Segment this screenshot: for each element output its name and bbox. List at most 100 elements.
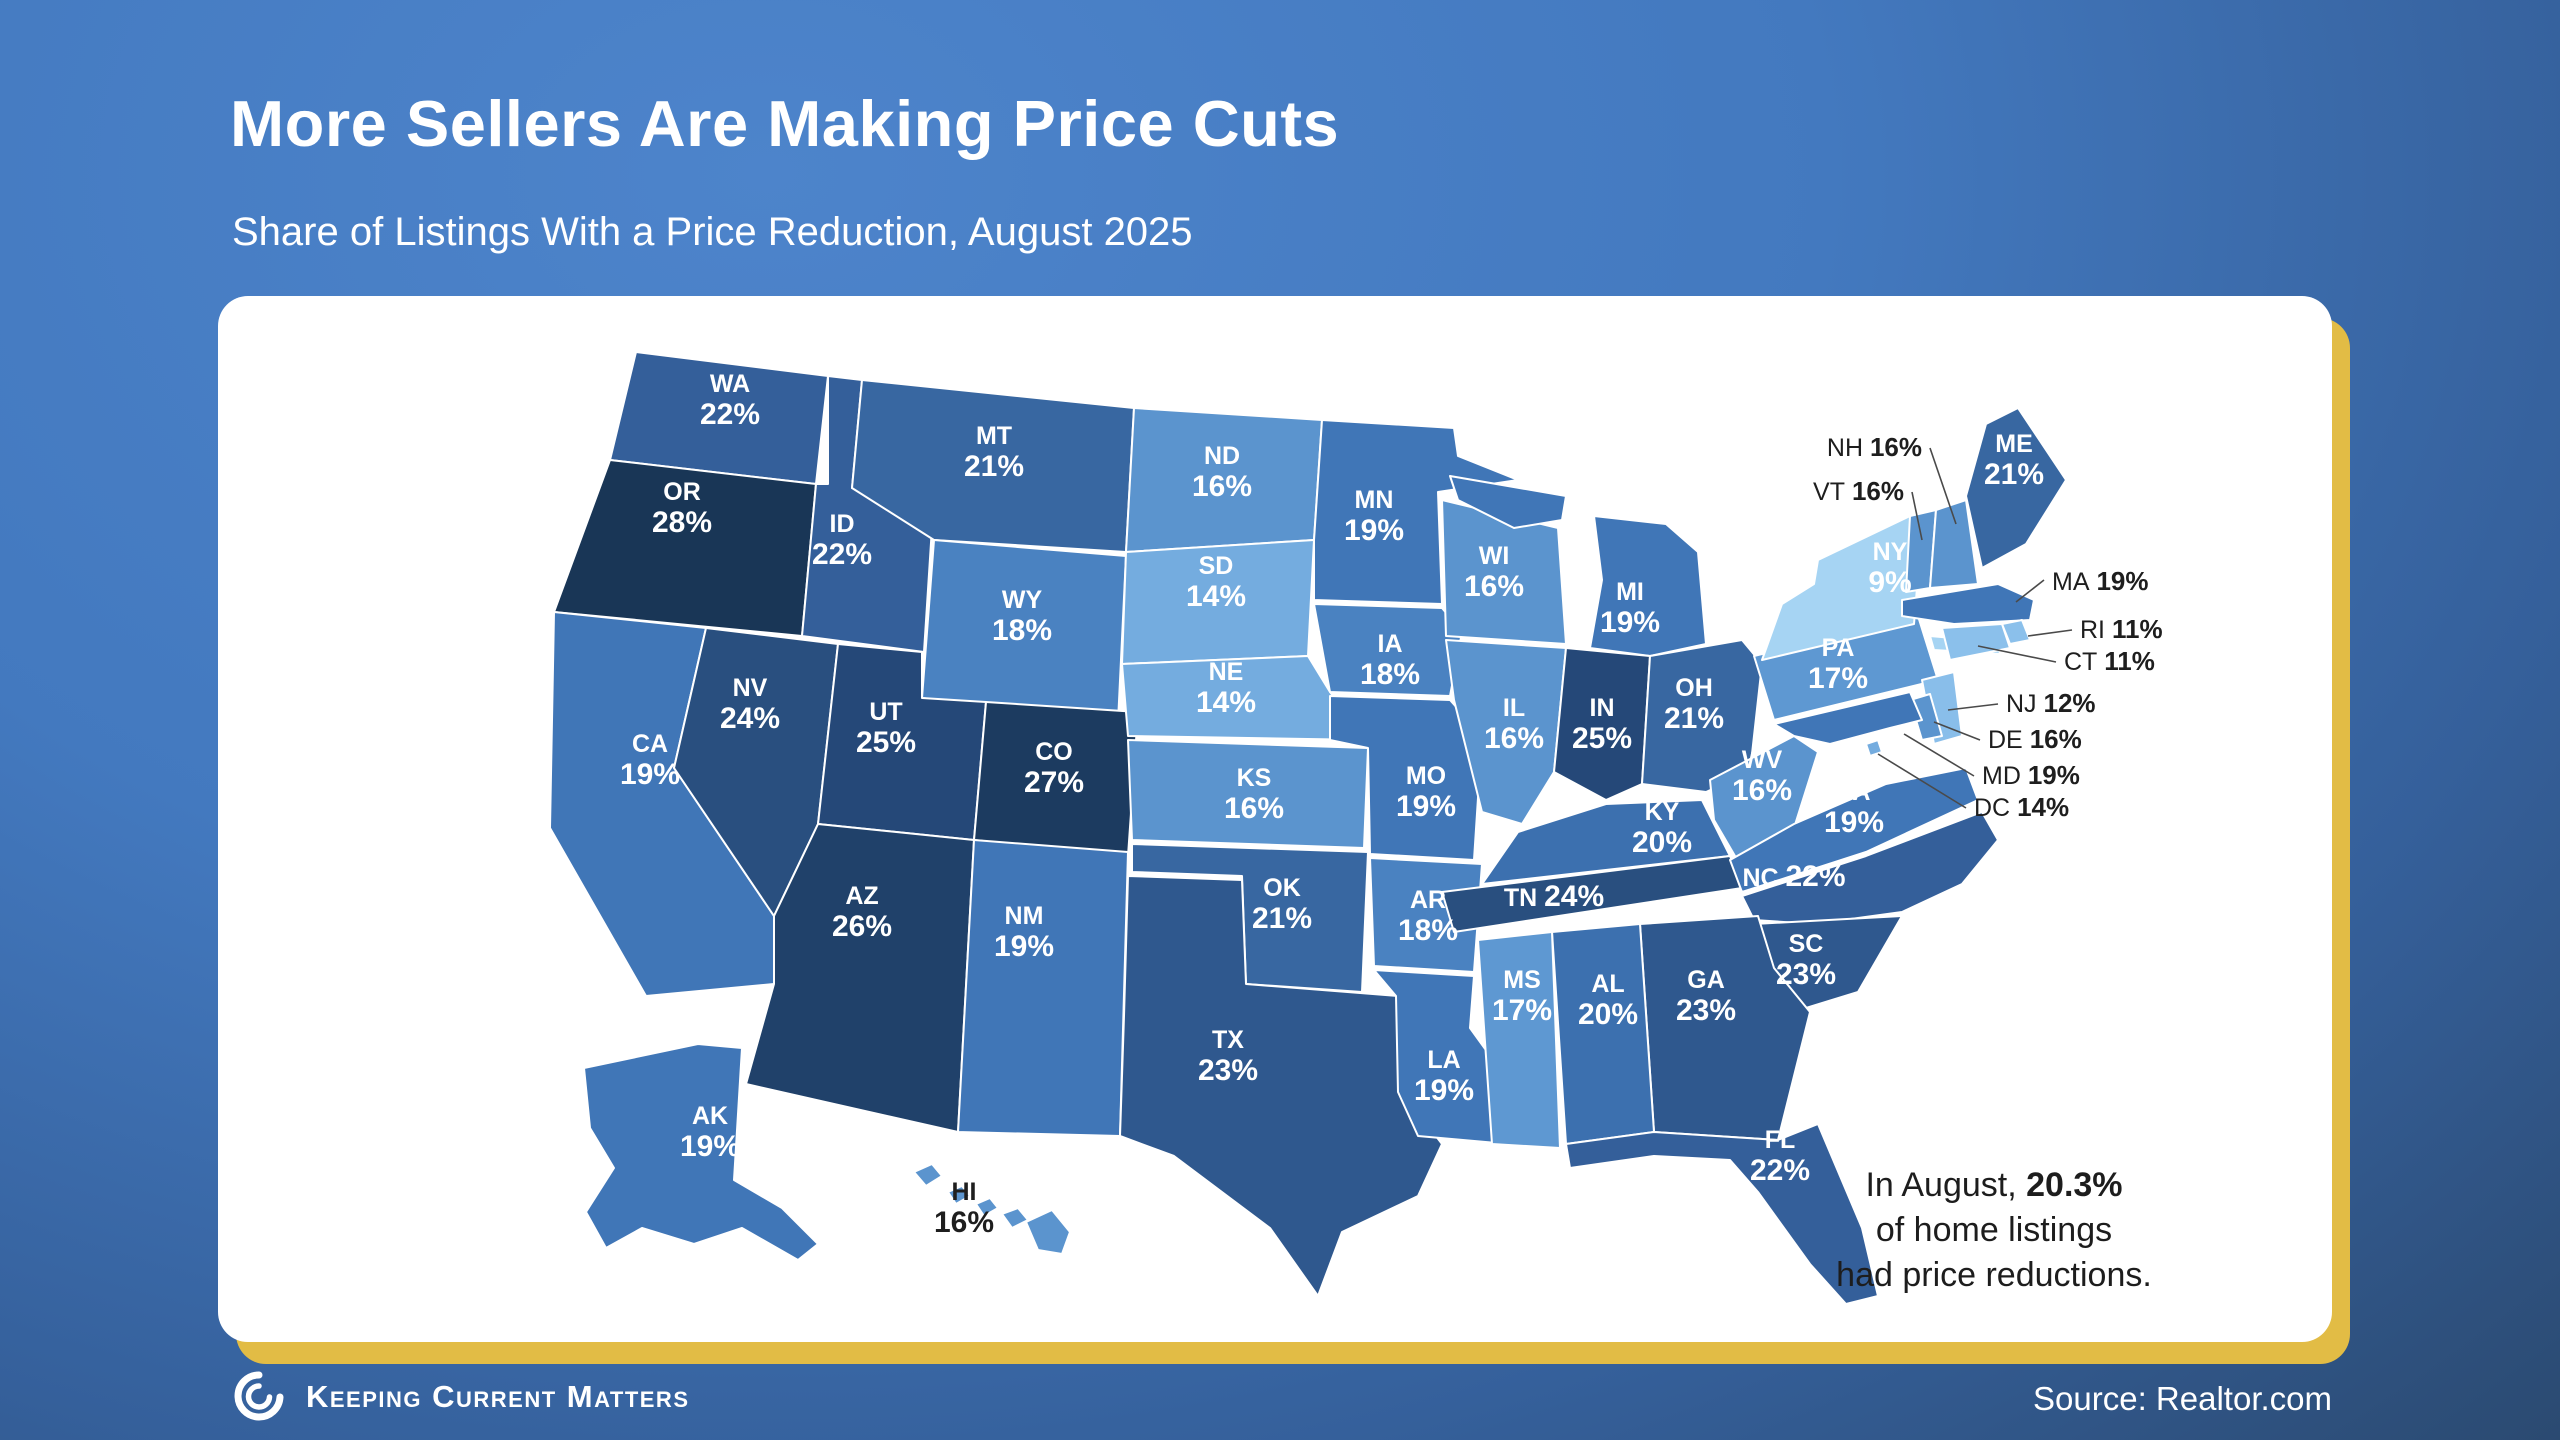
state-value-WI: 16% bbox=[1464, 570, 1524, 603]
state-value-MO: 19% bbox=[1396, 790, 1456, 823]
annotation-callout: In August, 20.3% of home listings had pr… bbox=[1704, 1163, 2284, 1298]
state-value-MI: 19% bbox=[1600, 606, 1660, 639]
state-abbr-GA: GA bbox=[1687, 966, 1725, 994]
us-choropleth-map: WA22%OR28%CA19%NV24%ID22%MT21%WY18%UT25%… bbox=[549, 351, 2163, 1305]
leader-line-MD bbox=[1903, 733, 1975, 777]
state-label-RI: RI 11% bbox=[2080, 614, 2163, 644]
state-abbr-MI: MI bbox=[1616, 578, 1644, 606]
state-value-OH: 21% bbox=[1664, 702, 1724, 735]
brand-logo: Keeping Current Matters bbox=[230, 1368, 690, 1426]
state-abbr-LA: LA bbox=[1427, 1046, 1460, 1074]
state-abbr-CA: CA bbox=[632, 730, 668, 758]
state-value-KS: 16% bbox=[1224, 792, 1284, 825]
state-value-GA: 23% bbox=[1676, 994, 1736, 1027]
state-abbr-KY: KY bbox=[1645, 798, 1680, 826]
state-value-MN: 19% bbox=[1344, 514, 1404, 547]
state-shape-HI bbox=[913, 1163, 1071, 1255]
leader-line-RI bbox=[2027, 629, 2073, 637]
state-abbr-OH: OH bbox=[1675, 674, 1713, 702]
state-value-MT: 21% bbox=[964, 450, 1024, 483]
state-value-VA: 19% bbox=[1824, 806, 1884, 839]
leader-line-VT bbox=[1911, 491, 1923, 541]
state-shape-MA bbox=[1901, 583, 2035, 625]
state-label-MA: MA 19% bbox=[2052, 566, 2149, 596]
state-value-MS: 17% bbox=[1492, 994, 1552, 1027]
state-abbr-AR: AR bbox=[1410, 886, 1446, 914]
state-value-UT: 25% bbox=[856, 726, 916, 759]
state-value-TX: 23% bbox=[1198, 1054, 1258, 1087]
state-label-NH: NH 16% bbox=[1827, 432, 1922, 462]
state-abbr-OR: OR bbox=[663, 478, 701, 506]
leader-line-NH bbox=[1929, 447, 1957, 525]
state-label-TN: TN 24% bbox=[1504, 880, 1604, 913]
brand-name: Keeping Current Matters bbox=[306, 1379, 690, 1414]
state-abbr-MO: MO bbox=[1406, 762, 1446, 790]
state-shape-AK bbox=[583, 1043, 819, 1261]
state-value-OK: 21% bbox=[1252, 902, 1312, 935]
state-label-CT: CT 11% bbox=[2064, 646, 2155, 676]
state-shape-VA bbox=[1729, 767, 1979, 893]
state-value-WA: 22% bbox=[700, 398, 760, 431]
state-label-DC: DC 14% bbox=[1974, 792, 2069, 822]
state-value-ND: 16% bbox=[1192, 470, 1252, 503]
state-value-SD: 14% bbox=[1186, 580, 1246, 613]
state-shape-IN bbox=[1553, 647, 1651, 801]
state-abbr-NV: NV bbox=[733, 674, 768, 702]
annotation-line3: had price reductions. bbox=[1836, 1256, 2152, 1295]
state-abbr-WV: WV bbox=[1742, 746, 1783, 774]
state-value-NE: 14% bbox=[1196, 686, 1256, 719]
state-value-IA: 18% bbox=[1360, 658, 1420, 691]
state-shape-MT bbox=[851, 379, 1135, 553]
state-shape-TX bbox=[1119, 875, 1443, 1297]
state-value-FL: 22% bbox=[1750, 1154, 1810, 1187]
state-abbr-AZ: AZ bbox=[845, 882, 878, 910]
state-shape-FL bbox=[1565, 1123, 1879, 1305]
state-abbr-TX: TX bbox=[1212, 1026, 1244, 1054]
leader-line-NJ bbox=[1947, 703, 1999, 711]
state-value-WV: 16% bbox=[1732, 774, 1792, 807]
state-abbr-PA: PA bbox=[1822, 634, 1855, 662]
state-abbr-AL: AL bbox=[1591, 970, 1624, 998]
state-label-MD: MD 19% bbox=[1982, 760, 2080, 790]
annotation-line1: In August, 20.3% bbox=[1865, 1166, 2123, 1205]
state-abbr-KS: KS bbox=[1237, 764, 1272, 792]
state-abbr-SC: SC bbox=[1789, 930, 1824, 958]
state-label-NC: NC 22% bbox=[1742, 860, 1845, 893]
leader-line-DE bbox=[1933, 721, 1981, 741]
state-abbr-IL: IL bbox=[1503, 694, 1525, 722]
state-abbr-UT: UT bbox=[869, 698, 902, 726]
state-shape-MI bbox=[1449, 475, 1707, 657]
state-shape-CT bbox=[1941, 623, 2011, 661]
state-abbr-VA: VA bbox=[1838, 778, 1871, 806]
state-abbr-FL: FL bbox=[1765, 1126, 1796, 1154]
state-abbr-NY: NY bbox=[1873, 538, 1908, 566]
state-abbr-OK: OK bbox=[1263, 874, 1301, 902]
state-value-AL: 20% bbox=[1578, 998, 1638, 1031]
state-value-HI: 16% bbox=[934, 1206, 994, 1239]
leader-line-MA bbox=[2015, 579, 2045, 603]
page-title: More Sellers Are Making Price Cuts bbox=[230, 87, 1340, 160]
state-shape-AR bbox=[1369, 857, 1483, 973]
state-shape-MS bbox=[1477, 931, 1561, 1149]
kcm-spiral-icon bbox=[234, 1371, 284, 1421]
state-shape-AL bbox=[1551, 923, 1655, 1145]
state-abbr-MN: MN bbox=[1355, 486, 1394, 514]
state-abbr-HI: HI bbox=[952, 1178, 977, 1206]
state-shape-MD bbox=[1773, 691, 1923, 745]
state-abbr-SD: SD bbox=[1199, 552, 1234, 580]
state-abbr-WA: WA bbox=[710, 370, 750, 398]
annotation-line2: of home listings bbox=[1875, 1211, 2113, 1250]
source-credit: Source: Realtor.com bbox=[2033, 1380, 2332, 1417]
state-shape-ME bbox=[1965, 407, 2067, 569]
state-value-ID: 22% bbox=[812, 538, 872, 571]
state-value-WY: 18% bbox=[992, 614, 1052, 647]
state-abbr-MS: MS bbox=[1503, 966, 1541, 994]
state-abbr-WY: WY bbox=[1002, 586, 1043, 614]
state-value-AR: 18% bbox=[1398, 914, 1458, 947]
state-value-NV: 24% bbox=[720, 702, 780, 735]
state-shape-DC bbox=[1865, 739, 1883, 757]
state-abbr-ME: ME bbox=[1995, 430, 2033, 458]
state-shape-DE bbox=[1909, 693, 1943, 741]
leader-line-DC bbox=[1877, 753, 1967, 809]
state-value-IL: 16% bbox=[1484, 722, 1544, 755]
